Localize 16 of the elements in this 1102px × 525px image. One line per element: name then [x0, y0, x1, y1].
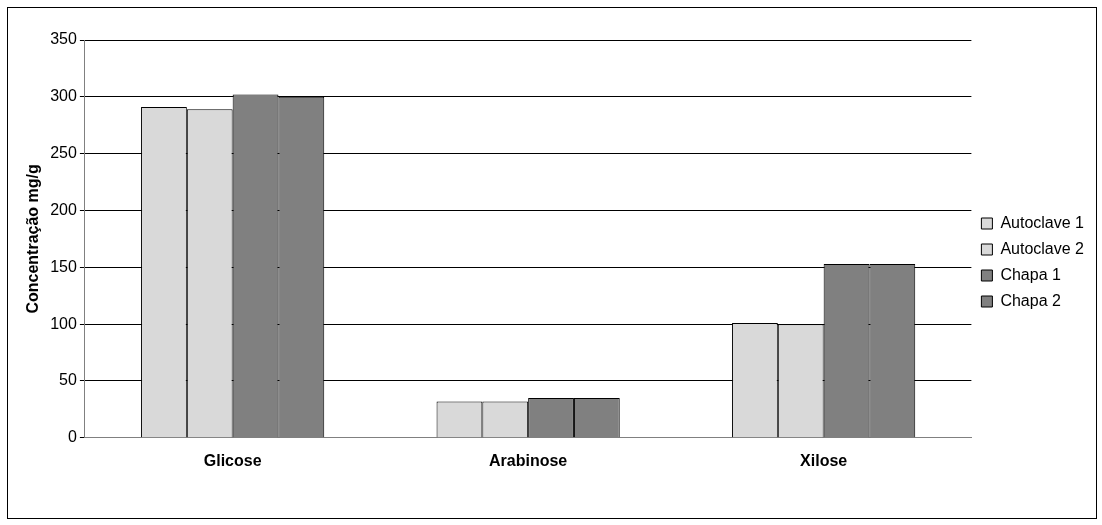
- x-tick-label: Arabinose: [489, 451, 568, 469]
- y-tick-label: 350: [50, 30, 77, 48]
- y-tick-label: 300: [50, 87, 77, 105]
- legend-label: Autoclave 1: [1000, 213, 1085, 231]
- legend-label: Chapa 2: [1000, 291, 1061, 309]
- y-tick-label: 150: [50, 257, 77, 275]
- y-tick-label: 50: [59, 371, 77, 389]
- y-tick-label: 0: [67, 428, 77, 446]
- y-tick-label: 100: [50, 314, 77, 332]
- y-tick-label: 200: [50, 200, 77, 218]
- x-tick-label: Xilose: [800, 451, 848, 469]
- x-tick-label: Glicose: [203, 451, 262, 469]
- y-axis-title: Concentração mg/g: [24, 164, 42, 314]
- legend-label: Chapa 1: [1000, 265, 1061, 283]
- y-tick-label: 250: [50, 144, 77, 162]
- legend-label: Autoclave 2: [1000, 239, 1085, 257]
